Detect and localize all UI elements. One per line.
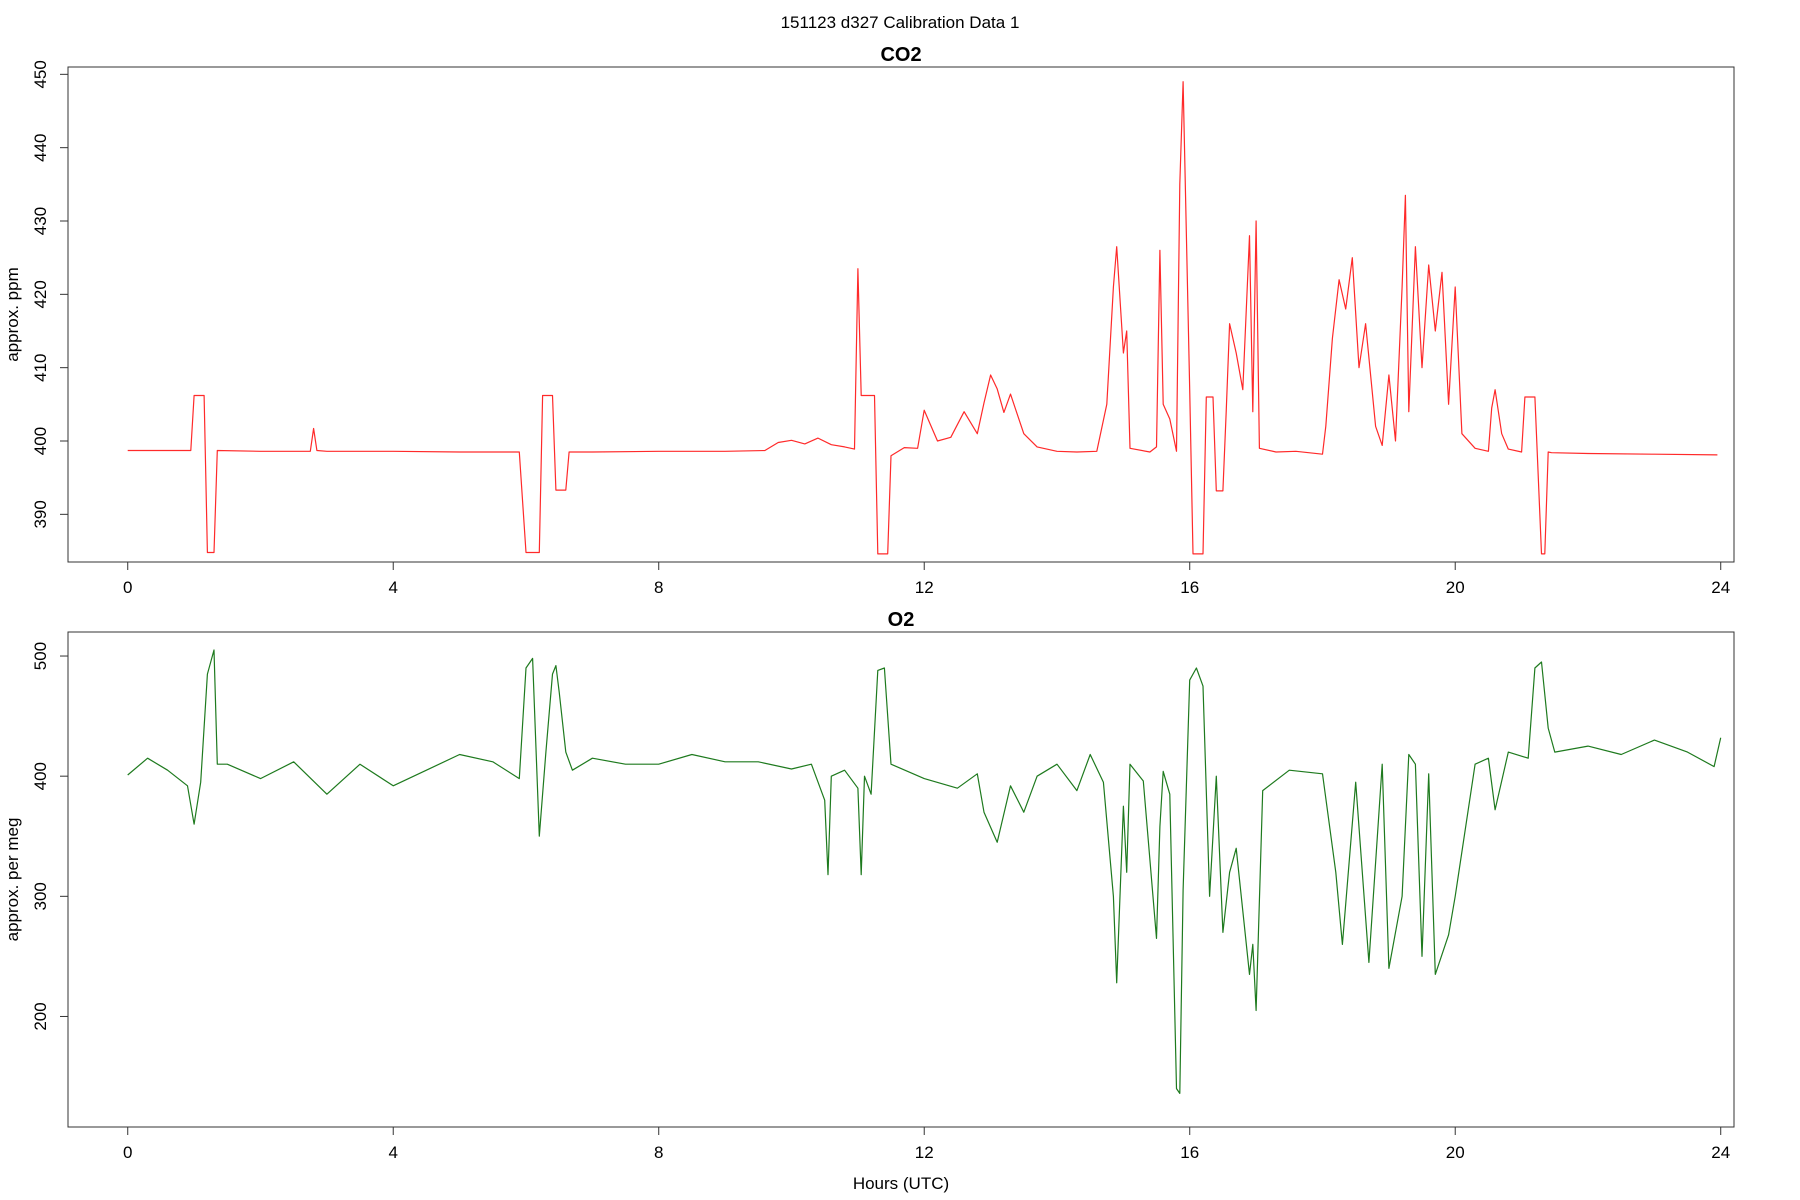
co2-title: CO2 bbox=[880, 44, 921, 66]
co2-y-tick-label: 390 bbox=[31, 500, 50, 528]
o2-x-tick-label: 4 bbox=[389, 1143, 398, 1162]
o2-x-tick-label: 12 bbox=[915, 1143, 934, 1162]
o2-x-tick-label: 24 bbox=[1711, 1143, 1730, 1162]
o2-x-tick-label: 20 bbox=[1446, 1143, 1465, 1162]
o2-title: O2 bbox=[888, 609, 915, 631]
co2-y-tick-label: 420 bbox=[31, 280, 50, 308]
o2-y-tick-label: 200 bbox=[31, 1002, 50, 1030]
co2-y-tick-label: 440 bbox=[31, 133, 50, 161]
o2-y-tick-label: 500 bbox=[31, 642, 50, 670]
figure-title: 151123 d327 Calibration Data 1 bbox=[781, 13, 1020, 32]
co2-x-tick-label: 20 bbox=[1446, 578, 1465, 597]
co2-y-tick-label: 430 bbox=[31, 207, 50, 235]
co2-panel: CO2 0 4 8 12 16 20 24 390 400 410 420 430 440 450 appro… bbox=[3, 44, 1735, 597]
co2-y-tick-label: 450 bbox=[31, 60, 50, 88]
o2-series-line bbox=[127, 649, 1722, 1095]
co2-series-line bbox=[127, 81, 1718, 555]
o2-y-tick-label: 300 bbox=[31, 882, 50, 910]
o2-x-tick-label: 16 bbox=[1180, 1143, 1199, 1162]
co2-x-tick-label: 4 bbox=[389, 578, 398, 597]
co2-y-tick-label: 410 bbox=[31, 353, 50, 381]
co2-y-axis-label: approx. ppm bbox=[3, 267, 22, 362]
o2-plot-frame bbox=[67, 631, 1735, 1128]
o2-panel: O2 0 4 8 12 16 20 24 200 300 400 500 approx. per meg… bbox=[3, 609, 1735, 1193]
co2-plot-frame bbox=[67, 66, 1735, 563]
co2-x-tick-label: 24 bbox=[1711, 578, 1730, 597]
co2-x-tick-label: 12 bbox=[915, 578, 934, 597]
co2-x-tick-label: 16 bbox=[1180, 578, 1199, 597]
o2-x-axis-label: Hours (UTC) bbox=[853, 1174, 949, 1193]
o2-x-tick-label: 0 bbox=[123, 1143, 132, 1162]
o2-y-axis-label: approx. per meg bbox=[3, 818, 22, 942]
co2-y-tick-label: 400 bbox=[31, 427, 50, 455]
o2-y-tick-label: 400 bbox=[31, 762, 50, 790]
co2-x-tick-label: 0 bbox=[123, 578, 132, 597]
o2-x-tick-label: 8 bbox=[654, 1143, 663, 1162]
co2-x-tick-label: 8 bbox=[654, 578, 663, 597]
